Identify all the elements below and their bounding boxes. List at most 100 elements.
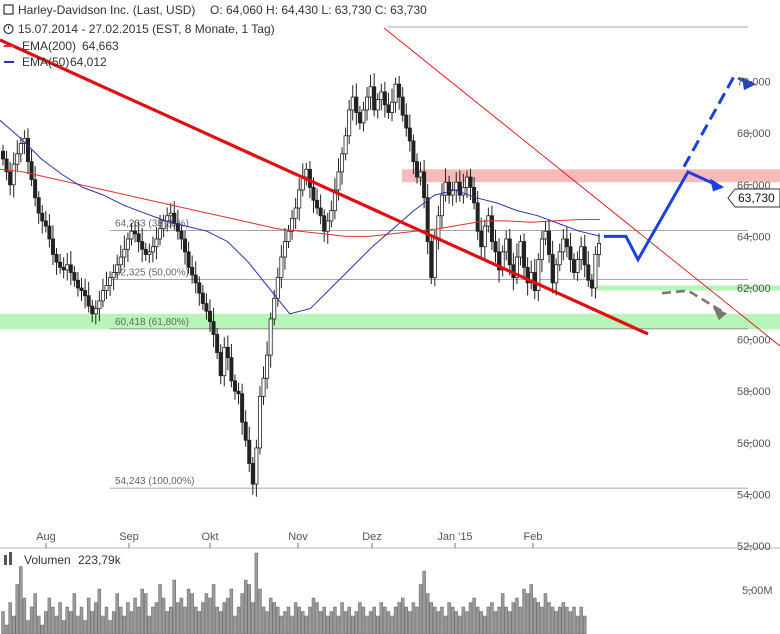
candle-body-106 xyxy=(379,91,384,101)
volume-bar-98 xyxy=(351,615,355,634)
volume-bar-154 xyxy=(550,606,555,634)
volume-bar-110 xyxy=(393,606,398,634)
candle-body-159 xyxy=(568,246,573,261)
ema50-line xyxy=(0,119,601,315)
last-price-value: 63,730 xyxy=(738,191,775,205)
candle-body-125 xyxy=(447,181,452,196)
chart-settings-icon[interactable] xyxy=(3,4,14,15)
volume-bar-86 xyxy=(308,606,312,634)
candle-body-120 xyxy=(429,241,434,279)
volume-bar-113 xyxy=(404,606,408,634)
volume-bar-21 xyxy=(76,615,80,634)
volume-bar-146 xyxy=(522,588,526,634)
candle-body-80 xyxy=(286,230,291,242)
zone-support_minor xyxy=(595,285,780,291)
candle-body-27 xyxy=(97,300,102,310)
volume-bar-12 xyxy=(44,611,48,634)
candle-body-152 xyxy=(543,230,548,240)
volume-bar-32 xyxy=(115,593,119,634)
candle-body-34 xyxy=(122,248,127,258)
volume-bar-126 xyxy=(450,606,455,634)
volume-bar-49 xyxy=(176,602,180,634)
volume-bar-149 xyxy=(533,597,537,634)
volume-bar-50 xyxy=(179,597,184,634)
candle-body-113 xyxy=(404,114,409,129)
clock-icon xyxy=(3,23,14,35)
candle-body-62 xyxy=(222,346,227,377)
volume-bars: 5,00M xyxy=(0,547,780,634)
candle-body-23 xyxy=(83,290,88,297)
volume-bar-118 xyxy=(422,570,426,634)
volume-bar-66 xyxy=(236,606,241,634)
volume-icon xyxy=(4,555,7,565)
volume-bar-96 xyxy=(343,611,348,634)
volume-bar-35 xyxy=(126,602,130,634)
volume-bar-41 xyxy=(147,615,152,634)
volume-value: 223,79k xyxy=(78,553,122,567)
volume-bar-142 xyxy=(508,611,512,634)
volume-bar-151 xyxy=(540,606,544,634)
volume-bar-124 xyxy=(443,615,448,634)
volume-bar-40 xyxy=(144,593,148,634)
volume-bar-64 xyxy=(229,588,234,634)
volume-bar-107 xyxy=(383,606,387,634)
candle-body-8 xyxy=(29,161,34,181)
candle-body-116 xyxy=(414,161,419,178)
projection-alternative-arrowhead xyxy=(713,307,727,321)
candle-body-59 xyxy=(211,321,216,335)
candle-body-132 xyxy=(472,186,477,204)
y-tick-label-8: 68,000 xyxy=(737,128,771,140)
candle-body-127 xyxy=(454,181,459,191)
fib-label-0: 64,233 (38,20%) xyxy=(115,218,189,229)
candle-body-18 xyxy=(65,264,70,271)
volume-bar-58 xyxy=(208,597,212,634)
volume-bar-53 xyxy=(190,593,194,634)
volume-bar-74 xyxy=(265,611,269,634)
fibonacci-levels: 64,233 (38,20%) 62,325 (50,00%) 60,418 (61… xyxy=(110,218,748,489)
candle-body-79 xyxy=(282,241,287,258)
volume-bar-72 xyxy=(258,588,262,634)
volume-bar-119 xyxy=(425,593,430,634)
candle-body-12 xyxy=(43,220,48,227)
volume-bar-108 xyxy=(386,611,391,634)
volume-bar-67 xyxy=(240,593,244,634)
volume-bar-5 xyxy=(19,566,23,634)
volume-bar-1 xyxy=(4,624,9,634)
candle-body-130 xyxy=(464,176,469,188)
candle-body-156 xyxy=(557,251,562,266)
candle-body-73 xyxy=(261,377,266,397)
volume-bar-148 xyxy=(529,584,533,634)
volume-bar-82 xyxy=(293,602,298,634)
candle-body-95 xyxy=(340,153,345,173)
volume-bar-160 xyxy=(572,606,576,634)
candle-body-69 xyxy=(247,439,252,464)
volume-bar-104 xyxy=(372,606,376,634)
volume-bar-155 xyxy=(554,611,558,634)
candle-body-75 xyxy=(268,318,273,356)
volume-bar-3 xyxy=(12,615,16,634)
candle-body-135 xyxy=(482,225,487,248)
candle-body-90 xyxy=(322,215,327,232)
candle-body-65 xyxy=(232,380,237,392)
volume-bar-135 xyxy=(483,615,487,634)
candle-body-57 xyxy=(204,303,209,312)
volume-bar-85 xyxy=(304,615,309,634)
volume-bar-130 xyxy=(465,611,469,634)
ohlc-values: O: 64,060 H: 64,430 L: 63,730 C: 63,730 xyxy=(210,3,427,17)
volume-bar-52 xyxy=(186,588,191,634)
volume-bar-87 xyxy=(311,597,316,634)
candle-body-160 xyxy=(572,259,577,273)
volume-bar-91 xyxy=(326,615,330,634)
volume-bar-115 xyxy=(411,602,416,634)
candle-body-128 xyxy=(457,181,462,196)
volume-bar-143 xyxy=(511,602,516,634)
projection-alternative-line xyxy=(661,289,723,313)
volume-bar-0 xyxy=(1,611,5,634)
fib-label-2: 60,418 (61,80%) xyxy=(115,317,189,328)
x-tick-label-6: Feb xyxy=(524,531,543,543)
candle-body-15 xyxy=(54,254,59,263)
indicator-lines xyxy=(0,27,780,347)
candle-body-119 xyxy=(425,197,430,242)
volume-bar-128 xyxy=(458,615,462,634)
candle-body-25 xyxy=(90,305,95,315)
